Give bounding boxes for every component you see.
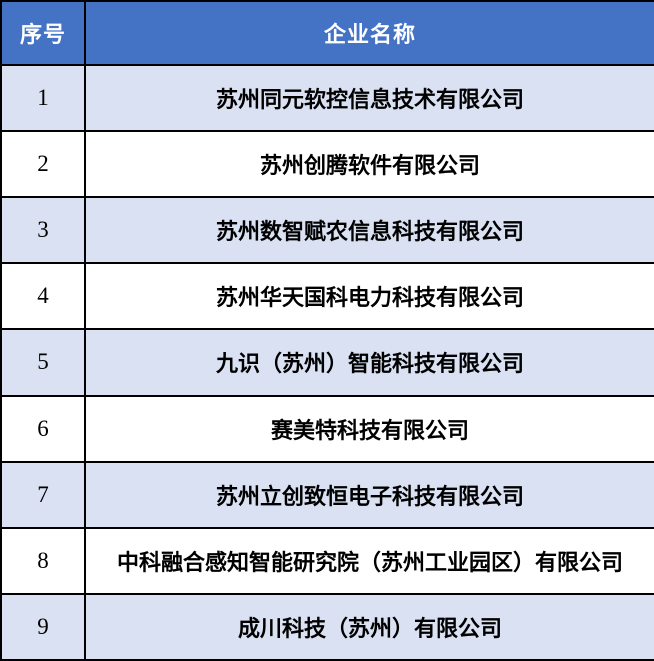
company-name: 成川科技（苏州）有限公司	[84, 592, 654, 661]
table-row: 5 九识（苏州）智能科技有限公司	[0, 328, 654, 397]
row-number: 1	[0, 63, 86, 133]
table-row: 7 苏州立创致恒电子科技有限公司	[0, 460, 654, 529]
table-row: 4 苏州华天国科电力科技有限公司	[0, 262, 654, 331]
table-row: 9 成川科技（苏州）有限公司	[0, 592, 654, 661]
company-name: 苏州数智赋农信息科技有限公司	[84, 196, 654, 265]
company-name: 苏州同元软控信息技术有限公司	[84, 63, 654, 133]
company-name: 赛美特科技有限公司	[84, 394, 654, 463]
table-row: 1 苏州同元软控信息技术有限公司	[0, 63, 654, 133]
table-row: 6 赛美特科技有限公司	[0, 394, 654, 463]
table-row: 2 苏州创腾软件有限公司	[0, 130, 654, 199]
company-name: 九识（苏州）智能科技有限公司	[84, 328, 654, 397]
row-number: 2	[0, 130, 86, 199]
row-number: 9	[0, 592, 86, 661]
row-number: 7	[0, 460, 86, 529]
row-number: 8	[0, 526, 86, 595]
column-header-company: 企业名称	[84, 0, 654, 66]
row-number: 3	[0, 196, 86, 265]
row-number: 6	[0, 394, 86, 463]
table-row: 3 苏州数智赋农信息科技有限公司	[0, 196, 654, 265]
company-name: 中科融合感知智能研究院（苏州工业园区）有限公司	[84, 526, 654, 595]
table-row: 8 中科融合感知智能研究院（苏州工业园区）有限公司	[0, 526, 654, 595]
company-name: 苏州立创致恒电子科技有限公司	[84, 460, 654, 529]
company-name: 苏州创腾软件有限公司	[84, 130, 654, 199]
column-header-serial: 序号	[0, 0, 86, 66]
table-header-row: 序号 企业名称	[0, 0, 654, 66]
row-number: 5	[0, 328, 86, 397]
company-name: 苏州华天国科电力科技有限公司	[84, 262, 654, 331]
row-number: 4	[0, 262, 86, 331]
